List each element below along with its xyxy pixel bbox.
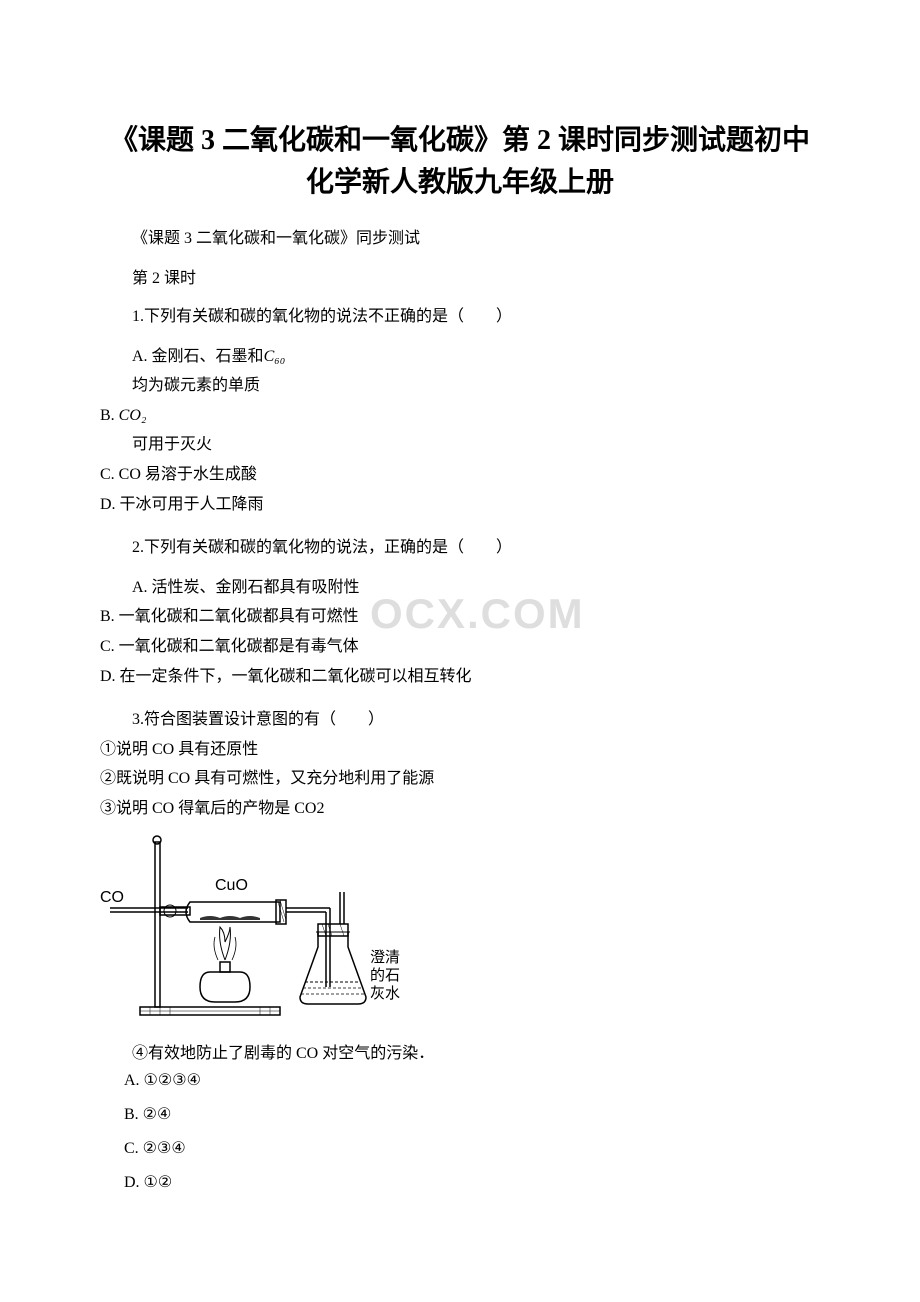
q1-optB-prefix: B. — [100, 407, 119, 424]
lesson-heading: 第 2 课时 — [100, 264, 820, 288]
question-1: 1.下列有关碳和碳的氧化物的说法不正确的是（ ） A. 金刚石、石墨和C₆₀ 均… — [100, 304, 820, 517]
q1-optA-line1: A. 金刚石、石墨和C₆₀ — [100, 344, 820, 370]
lime-label-2: 的石 — [370, 967, 400, 984]
q1-optB-suffix: 可用于灭火 — [100, 432, 820, 458]
question-3: 3.符合图装置设计意图的有（ ） ①说明 CO 具有还原性 ②既说明 CO 具有… — [100, 707, 820, 1192]
q3-item3: ③说明 CO 得氧后的产物是 CO2 — [100, 796, 820, 822]
document-content: 《课题 3 二氧化碳和一氧化碳》第 2 课时同步测试题初中化学新人教版九年级上册… — [100, 120, 820, 1192]
q1-optC: C. CO 易溶于水生成酸 — [100, 462, 820, 488]
q1-co2-formula: CO₂ — [119, 407, 147, 424]
q1-optB-line: B. CO₂ — [100, 403, 820, 429]
q3-item2: ②既说明 CO 具有可燃性，又充分地利用了能源 — [100, 766, 820, 792]
q3-item4: ④有效地防止了剧毒的 CO 对空气的污染． — [100, 1041, 820, 1067]
q1-optD: D. 干冰可用于人工降雨 — [100, 492, 820, 518]
q2-stem: 2.下列有关碳和碳的氧化物的说法，正确的是（ ） — [100, 535, 820, 561]
experiment-diagram: CO CuO 澄清 的石 灰水 — [100, 832, 820, 1027]
q3-optD: D. ①② — [100, 1172, 820, 1192]
q3-optC: C. ②③④ — [100, 1138, 820, 1158]
q3-optB: B. ②④ — [100, 1104, 820, 1124]
q2-optC: C. 一氧化碳和二氧化碳都是有毒气体 — [100, 634, 820, 660]
q3-item1: ①说明 CO 具有还原性 — [100, 737, 820, 763]
co-label: CO — [100, 889, 124, 906]
q1-stem: 1.下列有关碳和碳的氧化物的说法不正确的是（ ） — [100, 304, 820, 330]
q2-optB: B. 一氧化碳和二氧化碳都具有可燃性 — [100, 604, 820, 630]
q1-optA-suffix: 均为碳元素的单质 — [100, 373, 820, 399]
q1-optA-prefix: A. 金刚石、石墨和 — [132, 348, 264, 365]
lime-label-3: 灰水 — [370, 985, 400, 1002]
q1-c60-formula: C₆₀ — [264, 348, 286, 365]
q3-optA: A. ①②③④ — [100, 1070, 820, 1090]
question-2: 2.下列有关碳和碳的氧化物的说法，正确的是（ ） A. 活性炭、金刚石都具有吸附… — [100, 535, 820, 689]
cuo-label: CuO — [215, 877, 248, 894]
lime-label-1: 澄清 — [370, 949, 400, 966]
q3-stem: 3.符合图装置设计意图的有（ ） — [100, 707, 820, 733]
doc-title: 《课题 3 二氧化碳和一氧化碳》第 2 课时同步测试题初中化学新人教版九年级上册 — [100, 120, 820, 204]
diagram-svg: CO CuO 澄清 的石 灰水 — [100, 832, 420, 1022]
q2-optD: D. 在一定条件下，一氧化碳和二氧化碳可以相互转化 — [100, 664, 820, 690]
doc-subtitle: 《课题 3 二氧化碳和一氧化碳》同步测试 — [100, 224, 820, 248]
q2-optA: A. 活性炭、金刚石都具有吸附性 — [100, 575, 820, 601]
